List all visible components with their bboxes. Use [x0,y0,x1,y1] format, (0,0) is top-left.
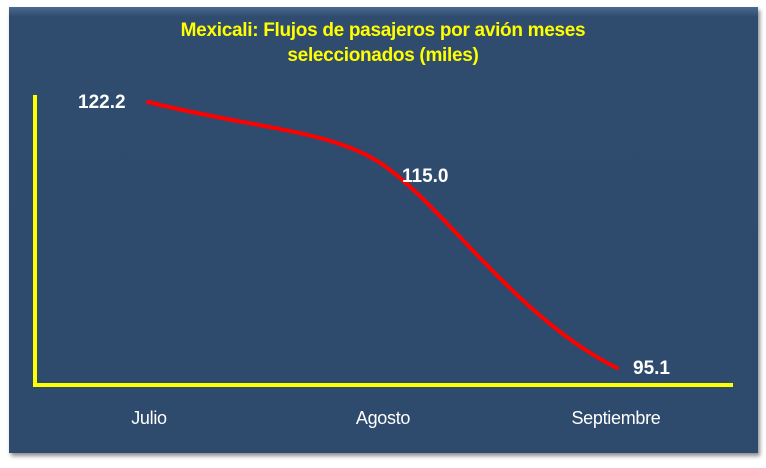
x-tick-septiembre: Septiembre [571,408,661,428]
data-label-julio: 122.2 [78,92,126,113]
data-label-septiembre: 95.1 [633,358,670,379]
chart-title: Mexicali: Flujos de pasajeros por avión … [0,18,766,68]
data-line [146,100,619,370]
data-label-agosto: 115.0 [402,166,449,187]
x-tick-julio: Julio [131,408,167,428]
chart-panel [9,7,758,453]
chart-title-line-1: Mexicali: Flujos de pasajeros por avión … [180,20,586,41]
chart-title-line-2: seleccionados (miles) [287,45,479,66]
x-tick-agosto: Agosto [355,408,411,428]
